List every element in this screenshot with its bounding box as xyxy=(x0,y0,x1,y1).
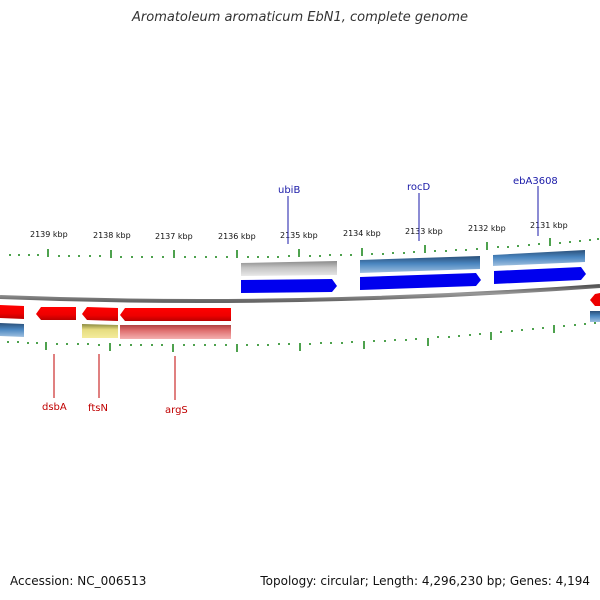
cds-arrow-argS[interactable] xyxy=(120,308,231,321)
feature-bar[interactable] xyxy=(0,323,24,337)
reverse-feature-track xyxy=(0,311,600,339)
gene-label-rocD[interactable]: rocD xyxy=(407,182,431,193)
cds-arrow-rocD[interactable] xyxy=(360,273,481,290)
kbp-label: 2134 kbp xyxy=(343,229,381,238)
kbp-label: 2137 kbp xyxy=(155,232,193,241)
kbp-label: 2139 kbp xyxy=(30,230,68,239)
feature-bar[interactable] xyxy=(360,256,480,273)
cds-arrow-ebA3608[interactable] xyxy=(494,267,586,284)
kbp-label: 2133 kbp xyxy=(405,227,443,236)
feature-bar[interactable] xyxy=(82,324,118,338)
gene-label-ubiB[interactable]: ubiB xyxy=(278,185,300,196)
forward-cds-track xyxy=(241,267,586,293)
gene-label-argS[interactable]: argS xyxy=(165,405,188,416)
kbp-label: 2138 kbp xyxy=(93,231,131,240)
upper-tick-ring xyxy=(9,238,599,258)
reverse-gene-labels: dsbA ftsN argS xyxy=(42,354,188,416)
kbp-label: 2131 kbp xyxy=(530,221,568,230)
cds-arrow-dsbA[interactable] xyxy=(36,307,76,320)
feature-bar[interactable] xyxy=(590,311,600,322)
accession-info: Accession: NC_006513 xyxy=(10,574,147,588)
cds-arrow-right-edge[interactable] xyxy=(590,293,600,306)
gene-label-dsbA[interactable]: dsbA xyxy=(42,402,67,413)
kbp-scale: 2139 kbp 2138 kbp 2137 kbp 2136 kbp 2135… xyxy=(30,221,568,241)
cds-arrow-ftsN[interactable] xyxy=(82,307,118,321)
genome-title: Aromatoleum aromaticum EbN1, complete ge… xyxy=(132,10,468,25)
cds-arrow-left-edge[interactable] xyxy=(0,305,24,319)
lower-tick-ring xyxy=(7,322,596,352)
reverse-cds-track xyxy=(0,293,600,321)
genome-backbone xyxy=(0,284,600,303)
feature-bar[interactable] xyxy=(120,325,231,339)
feature-bar[interactable] xyxy=(493,250,585,266)
kbp-label: 2132 kbp xyxy=(468,224,506,233)
gene-label-ebA3608[interactable]: ebA3608 xyxy=(513,176,558,187)
topology-info: Topology: circular; Length: 4,296,230 bp… xyxy=(260,574,590,588)
kbp-label: 2135 kbp xyxy=(280,231,318,240)
forward-gene-labels: ubiB rocD ebA3608 xyxy=(278,176,558,244)
cds-arrow-ubiB[interactable] xyxy=(241,279,337,293)
feature-bar[interactable] xyxy=(241,261,337,276)
forward-feature-track xyxy=(241,250,585,276)
gene-label-ftsN[interactable]: ftsN xyxy=(88,403,108,414)
kbp-label: 2136 kbp xyxy=(218,232,256,241)
